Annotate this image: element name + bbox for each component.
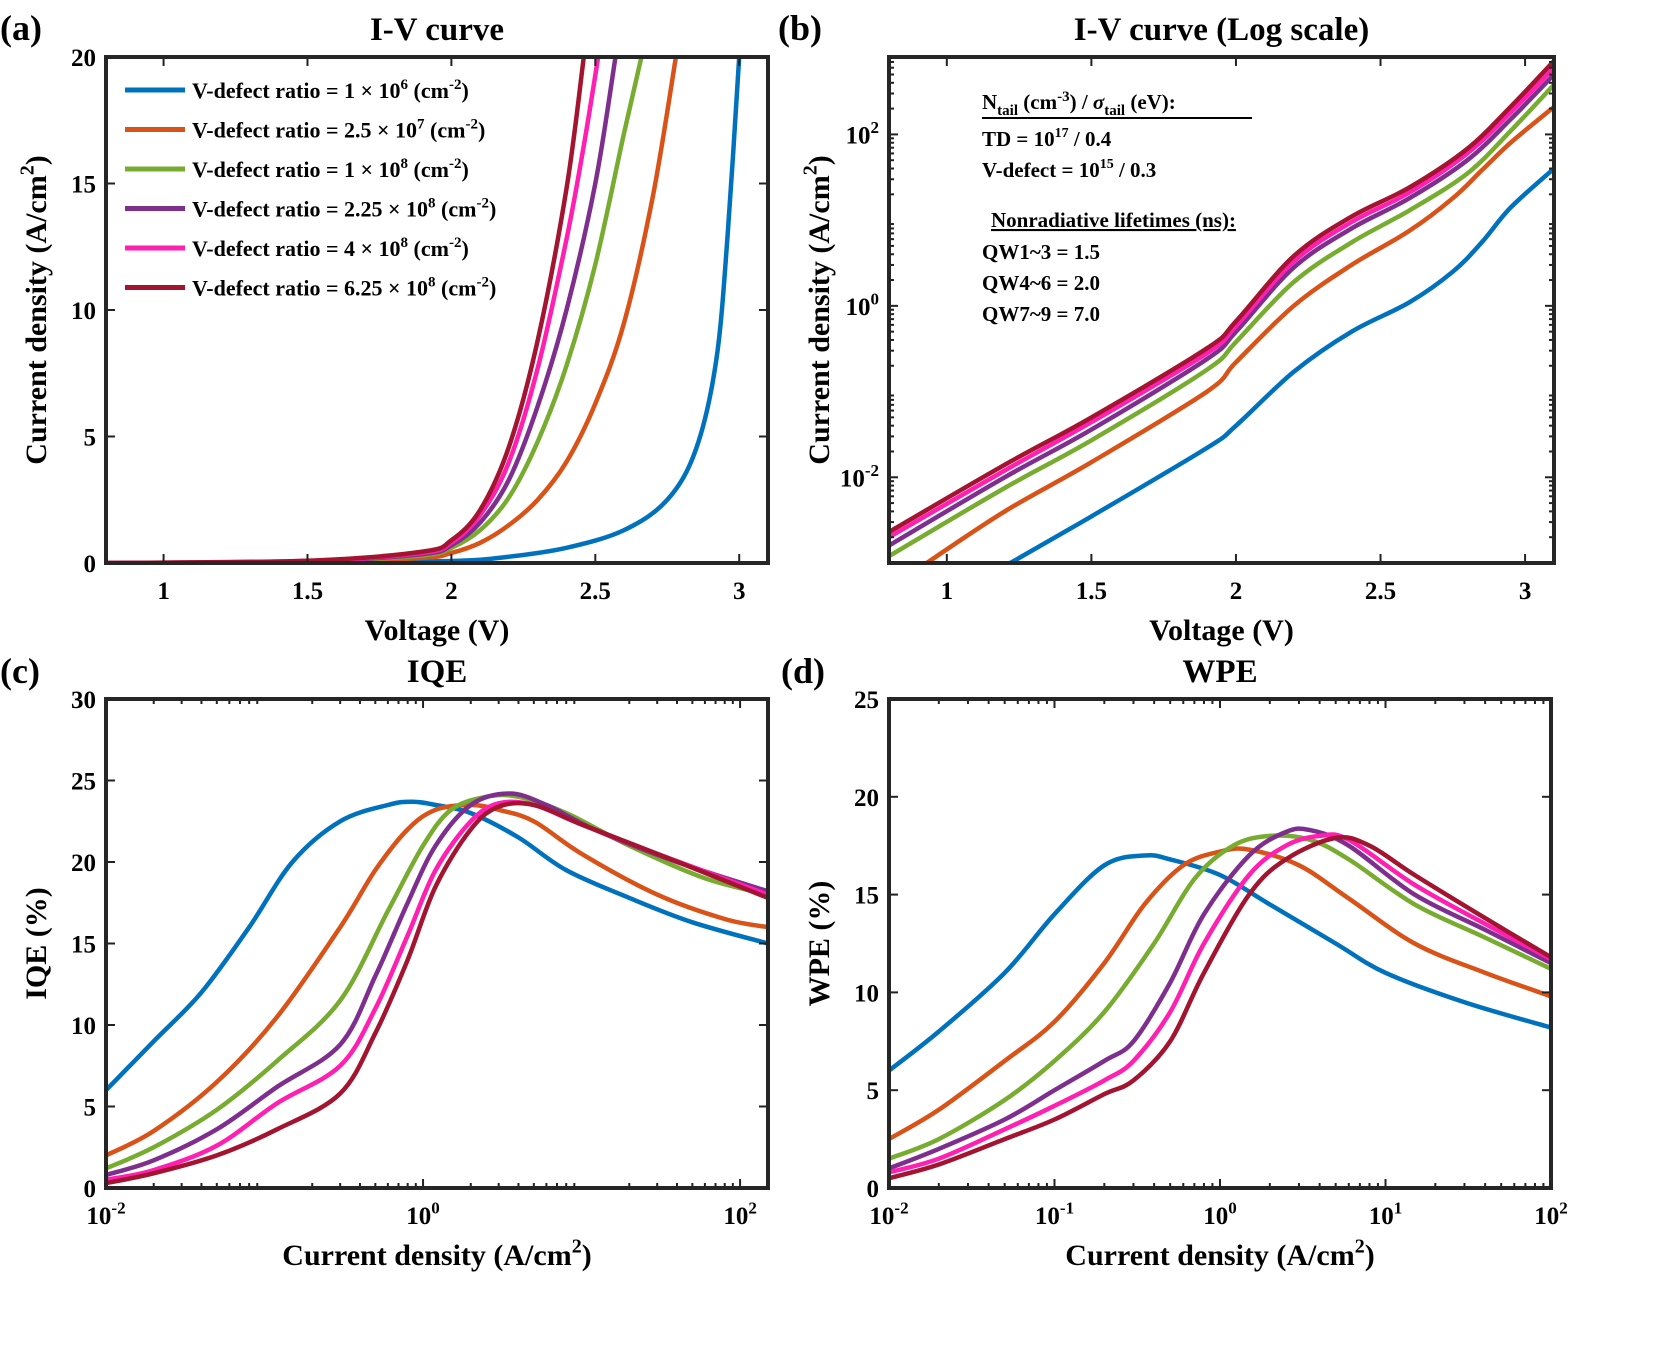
series-group bbox=[889, 58, 1554, 563]
panel-b: 1 1.5 2 2.5 3 10-2 100 102 I-V curve (Log scale)… bbox=[778, 8, 1556, 647]
y-tick-label: 10-2 bbox=[840, 461, 879, 493]
panel-label: (d) bbox=[781, 651, 825, 691]
series-line-4 bbox=[889, 826, 1551, 1171]
y-axis-label: IQE (%) bbox=[20, 887, 53, 1000]
annotation-td: TD = 1017 / 0.4 bbox=[982, 126, 1112, 151]
x-tick-label: 100 bbox=[406, 1199, 440, 1231]
y-tick-label: 100 bbox=[846, 289, 880, 321]
chart-title: I-V curve (Log scale) bbox=[1074, 12, 1369, 48]
legend-entry: V-defect ratio = 1 × 108 (cm-2) bbox=[192, 156, 469, 182]
series-line-6 bbox=[106, 800, 768, 1186]
chart-title: I-V curve bbox=[370, 12, 504, 48]
series-line-5 bbox=[889, 65, 1554, 540]
series-group bbox=[889, 826, 1551, 1181]
x-tick-label: 102 bbox=[1534, 1199, 1568, 1231]
annotation-vdefect: V-defect = 1015 / 0.3 bbox=[982, 157, 1156, 182]
series-line-3 bbox=[889, 833, 1551, 1161]
series-line-6 bbox=[889, 58, 1554, 535]
plot-area bbox=[106, 699, 768, 1188]
y-tick-label: 20 bbox=[71, 850, 96, 877]
x-tick-label: 3 bbox=[733, 578, 746, 605]
axes-frame bbox=[887, 697, 1553, 1190]
axes-frame bbox=[887, 55, 1556, 565]
y-tick-label: 15 bbox=[71, 932, 96, 959]
series-group bbox=[106, 791, 768, 1186]
annotation: Ntail (cm-3) / σtail (eV): TD = 1017 / 0.… bbox=[982, 89, 1252, 326]
y-tick-label: 0 bbox=[84, 551, 97, 578]
y-tick-label: 5 bbox=[867, 1078, 880, 1105]
axes-frame bbox=[104, 55, 770, 565]
y-tick-label: 5 bbox=[84, 425, 97, 452]
y-axis-label: Current density (A/cm2) bbox=[799, 155, 836, 464]
y-tick-label: 0 bbox=[867, 1176, 880, 1203]
annotation-header: Ntail (cm-3) / σtail (eV): bbox=[982, 89, 1176, 119]
panel-c: 10-2 100 102 0 5 10 15 20 25 30 IQE (c) Current dens… bbox=[0, 651, 770, 1272]
x-tick-label: 1 bbox=[157, 578, 170, 605]
x-axis-label: Current density (A/cm2) bbox=[282, 1235, 591, 1272]
legend-entry: V-defect ratio = 1 × 106 (cm-2) bbox=[192, 77, 469, 103]
x-tick-label: 3 bbox=[1519, 578, 1532, 605]
x-tick-label: 101 bbox=[1369, 1199, 1403, 1231]
series-line-6 bbox=[889, 835, 1551, 1181]
series-line-5 bbox=[889, 832, 1551, 1175]
x-axis-label: Voltage (V) bbox=[365, 614, 510, 647]
y-tick-label: 10 bbox=[71, 1013, 96, 1040]
y-tick-label: 15 bbox=[71, 172, 96, 199]
y-tick-label: 25 bbox=[71, 769, 96, 796]
panel-a: 1 1.5 2 2.5 3 0 5 10 15 20 I-V curve (a) Voltage (V)… bbox=[0, 8, 770, 647]
x-tick-label: 2.5 bbox=[1365, 578, 1396, 605]
panel-d: 10-2 10-1 100 101 102 0 5 10 15 20 25 WPE (d) Current… bbox=[781, 651, 1568, 1272]
series-line-1 bbox=[1008, 166, 1554, 563]
panel-label: (c) bbox=[0, 651, 40, 691]
x-tick-label: 10-2 bbox=[869, 1199, 908, 1231]
y-tick-label: 0 bbox=[84, 1176, 97, 1203]
series-line-2 bbox=[924, 104, 1554, 563]
y-tick-label: 25 bbox=[854, 687, 879, 714]
panel-label: (a) bbox=[0, 8, 42, 48]
x-tick-label: 2 bbox=[445, 578, 458, 605]
series-line-3 bbox=[889, 82, 1554, 559]
annotation-lifetimes-heading: Nonradiative lifetimes (ns): bbox=[991, 208, 1236, 232]
y-tick-label: 20 bbox=[71, 45, 96, 72]
plot-area bbox=[106, 57, 768, 563]
legend-entry: V-defect ratio = 2.25 × 108 (cm-2) bbox=[192, 196, 496, 222]
series-line-1 bbox=[106, 799, 768, 1093]
y-tick-label: 20 bbox=[854, 785, 879, 812]
y-tick-label: 10 bbox=[71, 298, 96, 325]
chart-title: IQE bbox=[407, 654, 468, 690]
x-tick-label: 2.5 bbox=[580, 578, 611, 605]
chart-title: WPE bbox=[1182, 654, 1257, 690]
y-tick-label: 30 bbox=[71, 687, 96, 714]
series-line-4 bbox=[889, 72, 1554, 548]
x-tick-label: 1.5 bbox=[1076, 578, 1107, 605]
legend-entry: V-defect ratio = 4 × 108 (cm-2) bbox=[192, 235, 469, 261]
x-tick-label: 102 bbox=[723, 1199, 757, 1231]
y-tick-label: 10 bbox=[854, 980, 879, 1007]
panel-label: (b) bbox=[778, 8, 822, 48]
legend-entry: V-defect ratio = 6.25 × 108 (cm-2) bbox=[192, 275, 496, 301]
annotation-qw: QW7~9 = 7.0 bbox=[982, 302, 1100, 326]
x-tick-label: 1 bbox=[941, 578, 954, 605]
y-axis-label: Current density (A/cm2) bbox=[16, 155, 53, 464]
x-tick-label: 10-2 bbox=[86, 1199, 125, 1231]
axes-frame bbox=[104, 697, 770, 1190]
x-tick-label: 10-1 bbox=[1035, 1199, 1074, 1231]
x-axis-label: Current density (A/cm2) bbox=[1065, 1235, 1374, 1272]
series-line-2 bbox=[106, 802, 768, 1158]
annotation-qw: QW4~6 = 2.0 bbox=[982, 271, 1100, 295]
y-tick-label: 5 bbox=[84, 1095, 97, 1122]
x-tick-label: 1.5 bbox=[292, 578, 323, 605]
series-line-2 bbox=[889, 846, 1551, 1142]
x-tick-label: 2 bbox=[1230, 578, 1243, 605]
series-line-1 bbox=[889, 852, 1551, 1073]
x-tick-label: 100 bbox=[1203, 1199, 1237, 1231]
annotation-qw: QW1~3 = 1.5 bbox=[982, 240, 1100, 264]
y-axis-label: WPE (%) bbox=[803, 881, 836, 1007]
y-tick-label: 15 bbox=[854, 883, 879, 910]
y-tick-label: 102 bbox=[846, 118, 880, 150]
legend-entry: V-defect ratio = 2.5 × 107 (cm-2) bbox=[192, 117, 485, 143]
x-axis-label: Voltage (V) bbox=[1149, 614, 1294, 647]
legend: V-defect ratio = 1 × 106 (cm-2) V-defect … bbox=[125, 77, 496, 301]
